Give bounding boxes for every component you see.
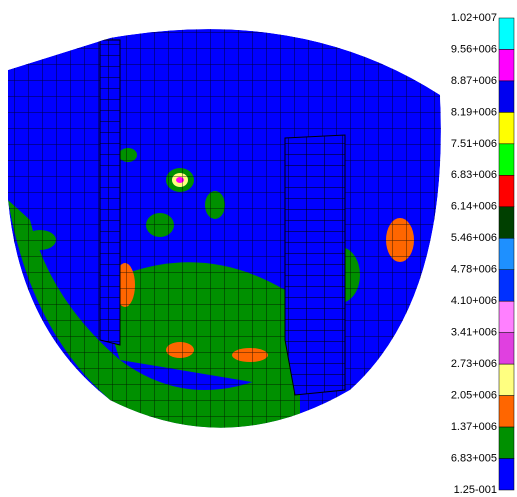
legend-swatch	[499, 459, 514, 490]
legend-label: 1.02+007	[451, 12, 497, 24]
legend-label: 6.83+005	[451, 452, 497, 464]
contour-view: 1.02+007 9.56+006 8.87+006 8.19+006 7.51+006…	[0, 0, 517, 497]
legend-label: 4.78+006	[451, 264, 497, 276]
legend-swatch	[499, 18, 514, 49]
legend: 1.02+007 9.56+006 8.87+006 8.19+006 7.51+006…	[451, 12, 514, 496]
legend-swatch	[499, 207, 514, 238]
cut-mesh	[285, 135, 345, 395]
legend-label: 2.73+006	[451, 358, 497, 370]
legend-label: 5.46+006	[451, 232, 497, 244]
legend-label: 2.05+006	[451, 390, 497, 402]
legend-label: 3.41+006	[451, 327, 497, 339]
cut-mesh	[100, 40, 120, 345]
model	[8, 0, 448, 497]
legend-swatch	[499, 301, 514, 332]
viewport: 1.02+007 9.56+006 8.87+006 8.19+006 7.51+006…	[0, 0, 517, 497]
legend-swatch	[499, 175, 514, 206]
legend-swatch	[499, 333, 514, 364]
legend-swatch	[499, 396, 514, 427]
legend-swatch	[499, 112, 514, 143]
legend-label: 1.25-001	[454, 484, 497, 496]
legend-label: 6.83+006	[451, 169, 497, 181]
legend-swatch	[499, 144, 514, 175]
legend-swatch	[499, 270, 514, 301]
legend-swatch	[499, 81, 514, 112]
legend-label: 7.51+006	[451, 138, 497, 150]
legend-swatch	[499, 49, 514, 80]
legend-label: 4.10+006	[451, 295, 497, 307]
legend-swatch	[499, 238, 514, 269]
legend-label: 6.14+006	[451, 201, 497, 213]
legend-swatch	[499, 364, 514, 395]
mesh	[8, 0, 448, 497]
legend-label: 1.37+006	[451, 421, 497, 433]
legend-label: 8.19+006	[451, 106, 497, 118]
legend-label: 9.56+006	[451, 43, 497, 55]
legend-swatch	[499, 427, 514, 458]
legend-label: 8.87+006	[451, 75, 497, 87]
